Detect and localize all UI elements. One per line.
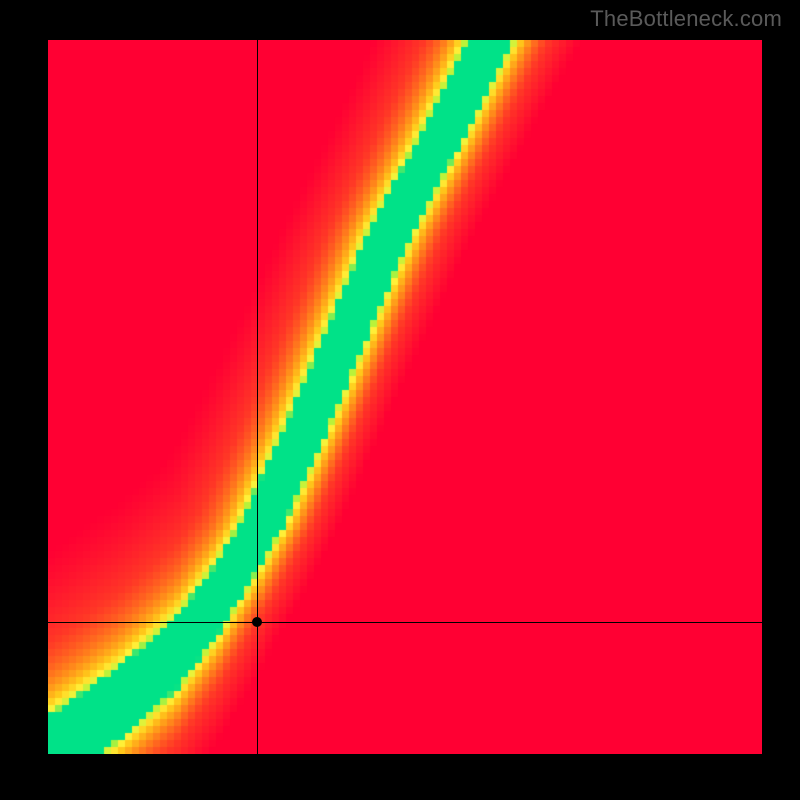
heatmap-canvas	[48, 40, 762, 754]
watermark-text: TheBottleneck.com	[590, 6, 782, 32]
heatmap-plot-area	[48, 40, 762, 754]
